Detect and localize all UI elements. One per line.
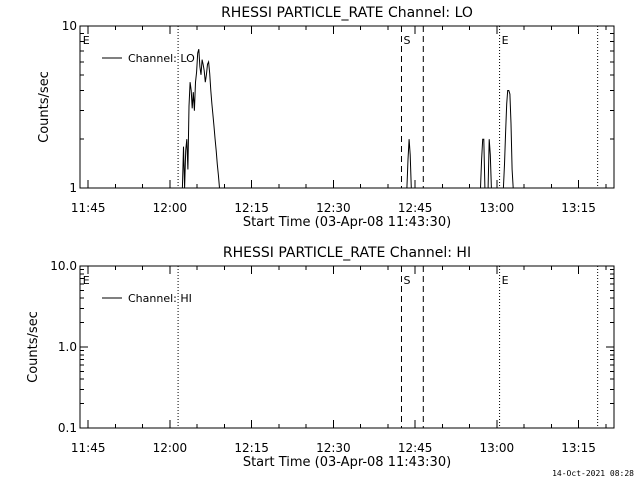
y-tick-label: 0.1 [58,421,77,435]
x-axis-label: Start Time (03-Apr-08 11:43:30) [243,455,451,470]
x-tick-label: 13:15 [561,201,596,215]
x-tick-label: 12:45 [398,201,433,215]
legend-label: Channel: HI [128,292,192,305]
x-tick-label: 13:00 [480,201,515,215]
footer-timestamp: 14-Oct-2021 08:28 [552,469,634,478]
x-axis-label: Start Time (03-Apr-08 11:43:30) [243,215,451,230]
series-line [406,139,412,189]
plot-frame [79,265,615,429]
e-marker-label: E [502,34,509,47]
x-tick-label: 12:15 [234,201,269,215]
x-tick-label: 13:15 [561,441,596,455]
x-tick-label: 12:30 [316,441,351,455]
legend-label: Channel: LO [128,52,195,65]
x-tick-label: 12:45 [398,441,433,455]
x-tick-label: 12:15 [234,441,269,455]
panel-hi: RHESSI PARTICLE_RATE Channel: HI 11:45 12:… [26,245,615,470]
plot-frame [79,25,615,189]
s-marker-label: S [403,34,410,47]
s-marker-label: S [403,274,410,287]
series-line [502,90,514,189]
x-tick-label: 12:00 [153,441,188,455]
x-tick-label: 13:00 [480,441,515,455]
series-line [480,138,492,189]
y-axis-label: Counts/sec [26,311,41,383]
y-tick-label: 1.0 [58,340,77,354]
e-marker-label: E [502,274,509,287]
x-tick-label: 11:45 [71,201,106,215]
y-tick-label: 10 [62,19,77,33]
chart-title: RHESSI PARTICLE_RATE Channel: HI [223,245,471,261]
panel-lo: RHESSI PARTICLE_RATE Channel: LO 11:45 12:… [37,5,615,230]
x-tick-label: 11:45 [71,441,106,455]
y-tick-label: 1 [69,181,77,195]
e-marker-label: E [83,34,90,47]
x-tick-label: 12:30 [316,201,351,215]
series-line [181,48,243,189]
x-tick-label: 12:00 [153,201,188,215]
e-marker-label: E [83,274,90,287]
chart-title: RHESSI PARTICLE_RATE Channel: LO [221,5,473,21]
y-tick-label: 10.0 [50,259,77,273]
y-axis-label: Counts/sec [37,71,52,143]
